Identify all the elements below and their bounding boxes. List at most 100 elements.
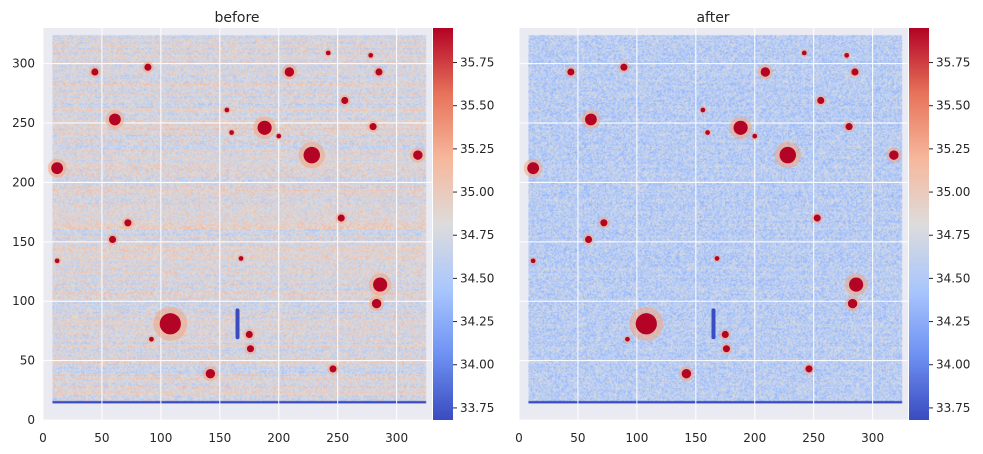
x-tick-label: 100 <box>149 431 172 445</box>
source-point <box>620 63 628 71</box>
source-point <box>368 52 374 58</box>
grid-lines <box>518 28 908 421</box>
x-tick-label: 300 <box>861 431 884 445</box>
dark-streak <box>711 308 716 340</box>
x-tick-label: 250 <box>326 431 349 445</box>
source-point <box>889 150 899 160</box>
y-tick-label: 0 <box>27 413 35 427</box>
source-point <box>149 336 154 342</box>
x-tick-label: 300 <box>385 431 408 445</box>
source-point <box>229 130 234 135</box>
before-panel: before 0 50 100 150 200 250 300 0 50 100 150 200 25… <box>12 10 494 445</box>
colorbar-tick-label: 33.75 <box>936 401 970 415</box>
colorbar-tick-label: 34.50 <box>936 271 970 285</box>
source-point <box>847 298 858 309</box>
source-point <box>303 146 321 164</box>
source-point <box>813 214 821 222</box>
source-point <box>257 120 272 135</box>
colorbar-tick-label: 35.00 <box>460 185 494 199</box>
colorbar-tick-label: 35.25 <box>936 142 970 156</box>
source-point <box>779 146 797 164</box>
colorbar-tick-label: 34.00 <box>460 358 494 372</box>
source-point <box>625 336 630 342</box>
x-tick-label: 200 <box>743 431 766 445</box>
source-point <box>54 258 60 264</box>
source-point <box>681 368 692 379</box>
source-point <box>109 235 117 243</box>
source-point <box>91 68 99 76</box>
colorbar-tick-label: 35.00 <box>936 185 970 199</box>
colorbar-tick-label: 35.75 <box>936 56 970 70</box>
source-point <box>413 150 423 160</box>
source-point <box>329 365 337 373</box>
heatmap-image <box>43 28 432 420</box>
source-point <box>635 313 657 335</box>
grid-lines <box>42 28 432 421</box>
source-point <box>224 107 230 113</box>
source-point <box>530 258 536 264</box>
source-point <box>373 277 388 292</box>
source-point <box>124 219 132 227</box>
source-point <box>733 120 748 135</box>
source-point <box>849 277 864 292</box>
source-point <box>567 68 575 76</box>
source-point <box>805 365 813 373</box>
y-tick-label: 100 <box>12 294 35 308</box>
source-point <box>109 113 121 126</box>
source-point <box>527 162 540 175</box>
x-tick-label: 150 <box>684 431 707 445</box>
x-tick-label: 100 <box>625 431 648 445</box>
y-tick-label: 50 <box>20 354 35 368</box>
y-tick-labels: 0 50 100 150 200 250 300 <box>12 57 35 427</box>
source-point <box>159 313 181 335</box>
colorbar <box>909 28 929 420</box>
x-tick-label: 200 <box>267 431 290 445</box>
source-point <box>705 130 710 135</box>
source-point <box>51 162 64 175</box>
colorbar-tick-label: 34.75 <box>936 228 970 242</box>
colorbar <box>433 28 453 420</box>
source-point <box>721 330 729 339</box>
source-point <box>245 330 253 339</box>
source-point <box>700 107 706 113</box>
x-tick-label: 50 <box>94 431 109 445</box>
colorbar-tick-label: 34.25 <box>460 315 494 329</box>
source-point <box>371 298 382 309</box>
heatmap-image <box>519 28 908 420</box>
source-point <box>714 256 720 261</box>
chart-marks <box>523 49 902 382</box>
source-point <box>276 133 282 139</box>
colorbar-tick-labels: 33.75 34.00 34.25 34.50 34.75 35.00 35.25 35.50… <box>453 56 494 415</box>
source-point <box>144 63 152 71</box>
source-point <box>284 67 295 77</box>
source-point <box>246 345 255 353</box>
x-tick-label: 50 <box>570 431 585 445</box>
source-point <box>817 96 825 104</box>
source-point <box>585 235 593 243</box>
x-tick-label: 250 <box>802 431 825 445</box>
source-point <box>337 214 345 222</box>
x-tick-label: 0 <box>39 431 47 445</box>
source-point <box>238 256 244 261</box>
colorbar-tick-label: 35.50 <box>460 99 494 113</box>
source-point <box>844 52 850 58</box>
after-panel: after 0 50 100 150 200 250 300 33.75 34.00 34.25… <box>515 10 970 445</box>
source-point <box>722 345 731 353</box>
colorbar-tick-label: 34.00 <box>936 358 970 372</box>
source-point <box>585 113 597 126</box>
source-point <box>205 368 216 379</box>
x-tick-labels: 0 50 100 150 200 250 300 <box>515 431 884 445</box>
source-point <box>600 219 608 227</box>
x-tick-labels: 0 50 100 150 200 250 300 <box>39 431 408 445</box>
colorbar-tick-label: 34.25 <box>936 315 970 329</box>
source-point <box>760 67 771 77</box>
colorbar-tick-label: 35.25 <box>460 142 494 156</box>
x-tick-label: 150 <box>208 431 231 445</box>
colorbar-tick-label: 35.75 <box>460 56 494 70</box>
source-point <box>845 123 853 131</box>
y-tick-label: 200 <box>12 175 35 189</box>
colorbar-tick-label: 33.75 <box>460 401 494 415</box>
colorbar-tick-label: 34.50 <box>460 271 494 285</box>
colorbar-tick-labels: 33.75 34.00 34.25 34.50 34.75 35.00 35.25 35.50… <box>929 56 970 415</box>
